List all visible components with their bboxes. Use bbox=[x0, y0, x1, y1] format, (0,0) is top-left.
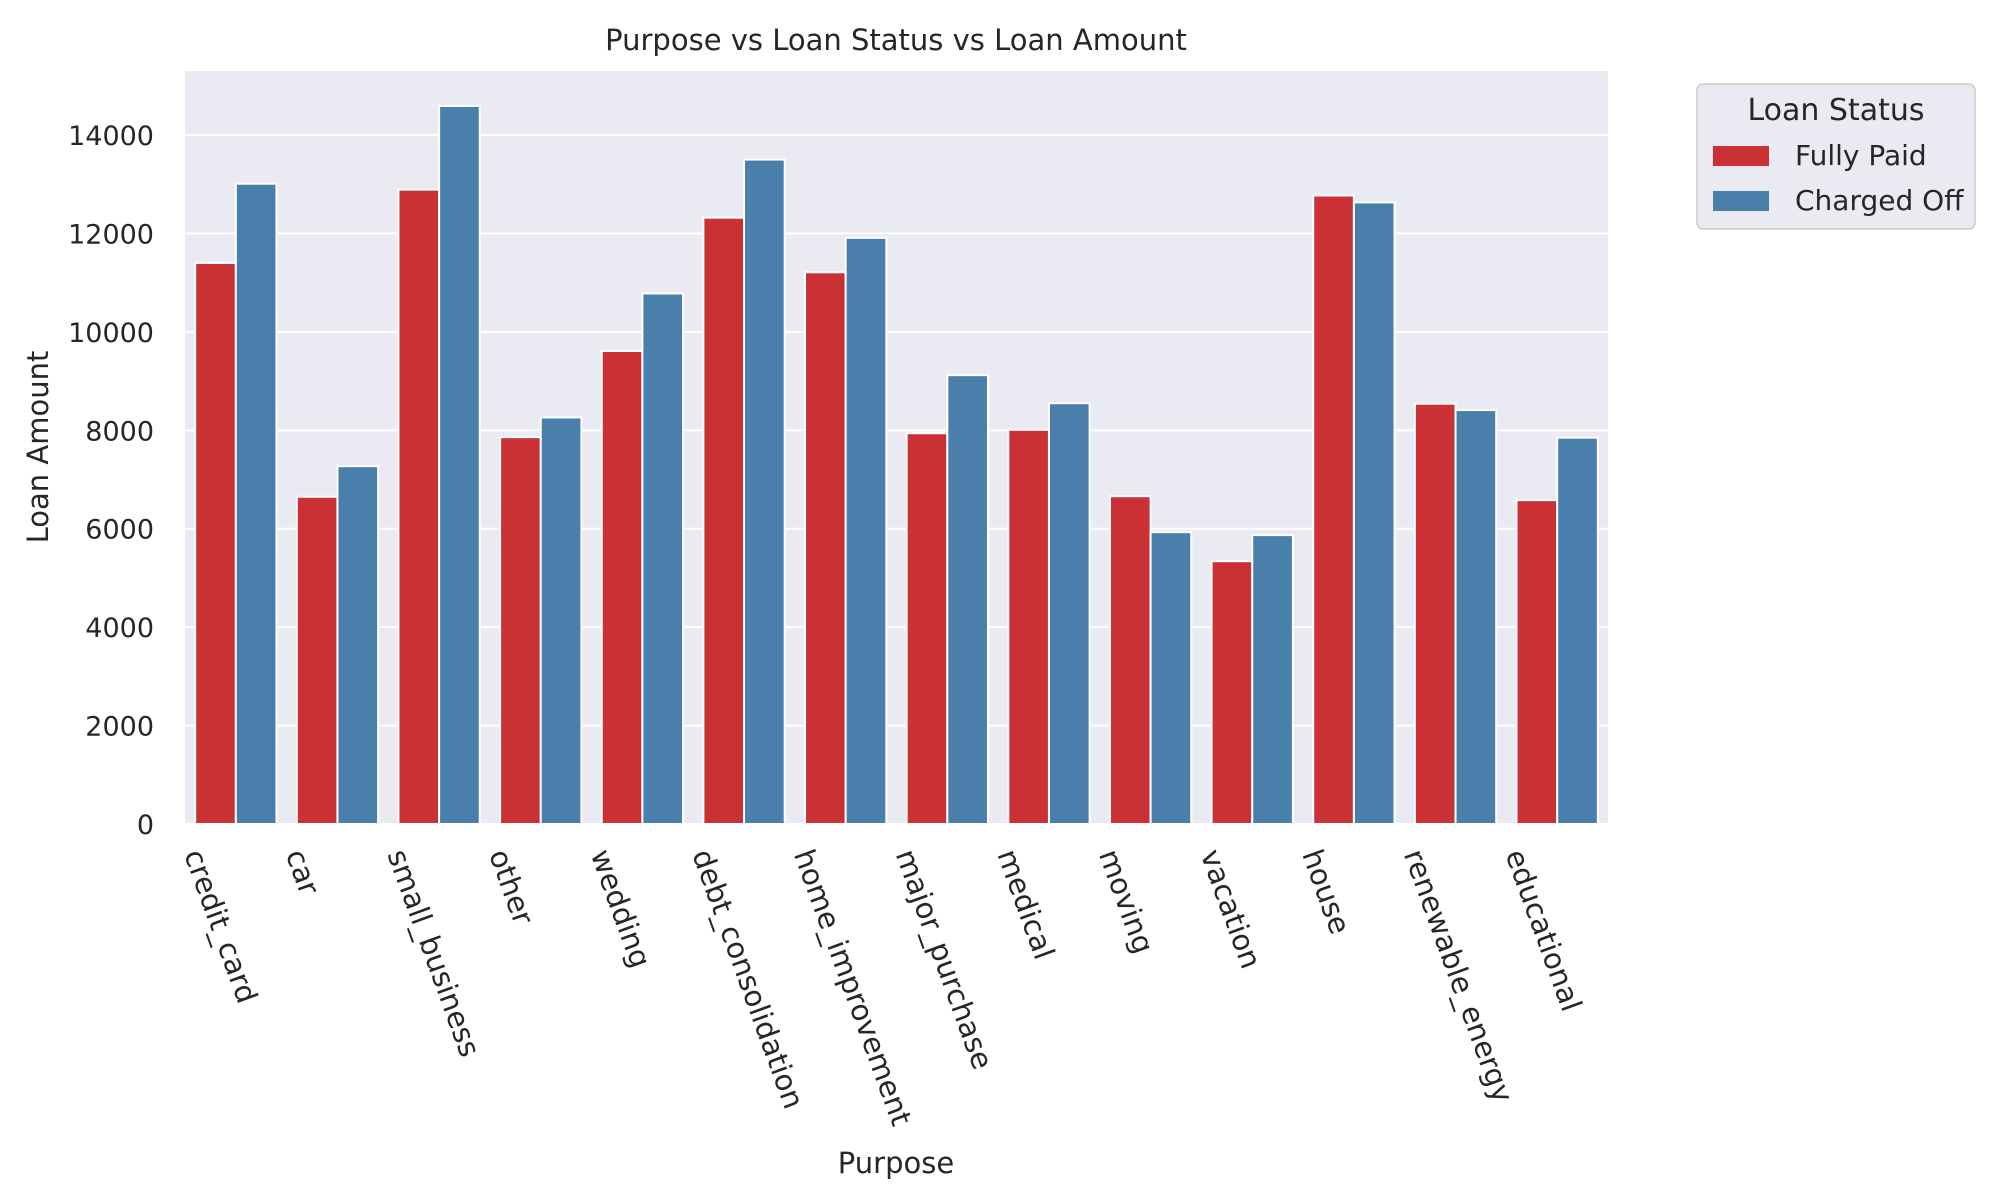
bar-fully-paid-other bbox=[499, 436, 542, 825]
y-tick-label: 12000 bbox=[68, 219, 154, 250]
x-tick-label-wedding: wedding bbox=[584, 845, 658, 972]
bar-charged-off-debt-consolidation bbox=[743, 158, 786, 825]
x-tick-label-home-improvement: home_improvement bbox=[787, 845, 919, 1130]
bar-fully-paid-moving bbox=[1108, 495, 1152, 825]
bar-charged-off-small-business bbox=[438, 104, 481, 826]
legend-swatch-fully-paid bbox=[1713, 146, 1769, 166]
bar-fully-paid-home-improvement bbox=[804, 271, 847, 825]
x-tick-label-vacation: vacation bbox=[1194, 845, 1268, 973]
y-tick-label: 0 bbox=[137, 810, 154, 841]
x-tick-label-credit-card: credit_card bbox=[177, 845, 264, 1008]
y-tick-label: 2000 bbox=[85, 712, 154, 743]
bar-fully-paid-major-purchase bbox=[905, 432, 949, 825]
x-tick-label-house: house bbox=[1295, 845, 1357, 939]
y-tick-label: 6000 bbox=[85, 515, 154, 546]
bar-charged-off-medical bbox=[1047, 402, 1091, 825]
bar-charged-off-wedding bbox=[641, 292, 685, 825]
bar-charged-off-other bbox=[539, 416, 583, 825]
y-tick-label: 10000 bbox=[68, 318, 154, 349]
x-tick-label-debt-consolidation: debt_consolidation bbox=[685, 845, 810, 1113]
bar-charged-off-home-improvement bbox=[844, 236, 888, 825]
x-tick-label-moving: moving bbox=[1092, 845, 1161, 958]
bar-charged-off-educational bbox=[1556, 436, 1599, 825]
legend-swatch-charged-off bbox=[1713, 191, 1769, 211]
x-tick-label-educational: educational bbox=[1499, 845, 1589, 1016]
bar-charged-off-car bbox=[336, 465, 380, 825]
bar-fully-paid-educational bbox=[1515, 499, 1559, 825]
bar-fully-paid-renewable-energy bbox=[1413, 402, 1457, 825]
legend-label-fully-paid: Fully Paid bbox=[1795, 139, 1927, 172]
y-tick-label: 8000 bbox=[85, 416, 154, 447]
bar-charged-off-credit-card bbox=[234, 182, 278, 825]
x-tick-label-car: car bbox=[279, 845, 327, 900]
bar-charged-off-moving bbox=[1149, 531, 1193, 826]
x-tick-label-medical: medical bbox=[990, 845, 1061, 964]
x-tick-label-renewable-energy: renewable_energy bbox=[1397, 845, 1520, 1107]
bar-charged-off-major-purchase bbox=[946, 374, 989, 825]
y-tick-label: 4000 bbox=[85, 613, 154, 644]
x-tick-label-major-purchase: major_purchase bbox=[889, 845, 1000, 1074]
bar-fully-paid-vacation bbox=[1210, 560, 1254, 825]
bar-charged-off-renewable-energy bbox=[1454, 409, 1498, 825]
bar-fully-paid-credit-card bbox=[194, 261, 237, 825]
bar-fully-paid-debt-consolidation bbox=[702, 216, 746, 826]
chart-title: Purpose vs Loan Status vs Loan Amount bbox=[605, 23, 1187, 57]
y-axis-label: Loan Amount bbox=[21, 351, 55, 544]
bar-fully-paid-medical bbox=[1007, 428, 1050, 825]
bars bbox=[194, 104, 1599, 826]
y-axis-ticks: 0 2000 4000 6000 8000 10000 12000 14000 bbox=[68, 121, 154, 841]
bar-fully-paid-wedding bbox=[600, 350, 644, 825]
x-tick-label-small-business: small_business bbox=[381, 845, 488, 1062]
bar-charged-off-house bbox=[1352, 201, 1396, 825]
bar-fully-paid-house bbox=[1312, 194, 1355, 825]
bar-fully-paid-small-business bbox=[397, 188, 441, 825]
legend-label-charged-off: Charged Off bbox=[1795, 184, 1964, 217]
legend: Loan Status Fully Paid Charged Off bbox=[1696, 83, 1976, 230]
x-axis-label: Purpose bbox=[838, 1146, 954, 1180]
bar-fully-paid-car bbox=[295, 495, 339, 825]
legend-title: Loan Status bbox=[1747, 93, 1924, 128]
x-tick-label-other: other bbox=[482, 845, 540, 929]
bar-charged-off-vacation bbox=[1251, 534, 1294, 826]
y-tick-label: 14000 bbox=[68, 121, 154, 152]
